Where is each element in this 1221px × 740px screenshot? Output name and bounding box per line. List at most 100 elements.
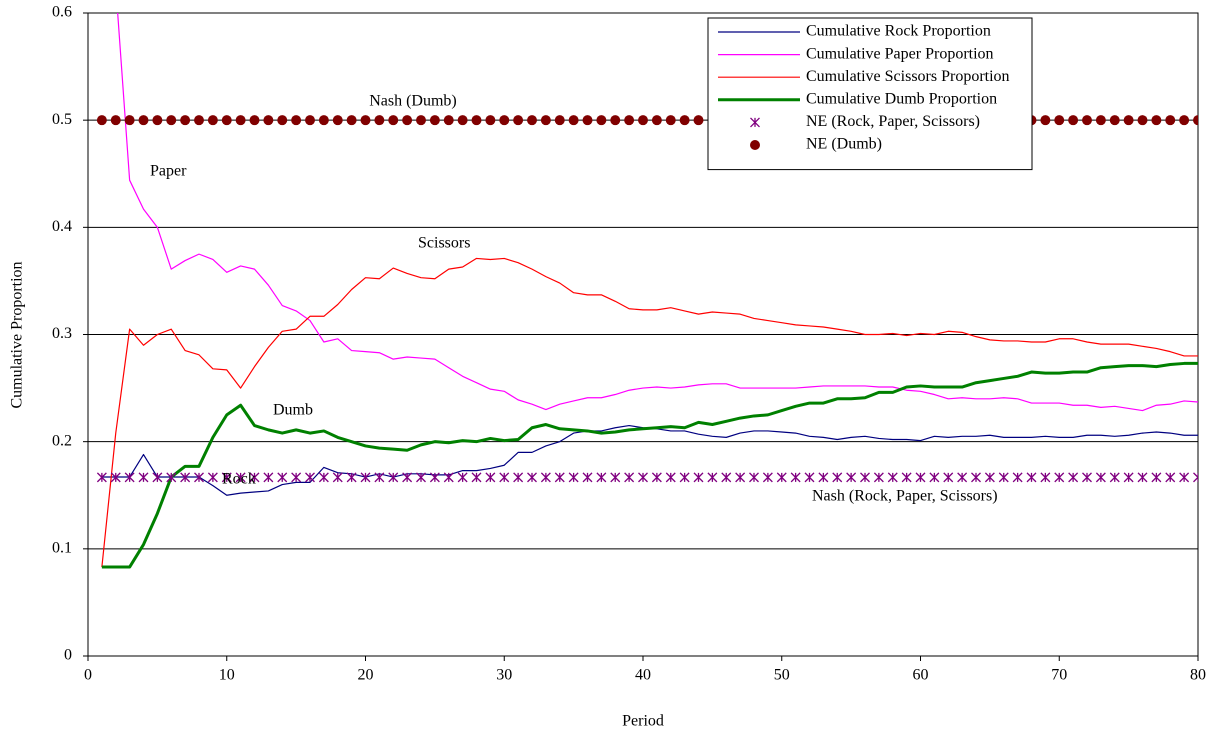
marker: [665, 472, 676, 483]
marker: [318, 472, 329, 483]
marker: [485, 115, 496, 126]
marker: [457, 472, 468, 483]
marker: [638, 472, 648, 483]
marker: [152, 115, 163, 126]
marker: [1123, 472, 1134, 483]
marker: [485, 472, 496, 483]
marker: [1068, 472, 1079, 483]
marker: [443, 115, 454, 126]
annotation: Paper: [150, 163, 187, 180]
marker: [96, 472, 107, 483]
marker: [1151, 115, 1162, 126]
marker: [582, 115, 593, 126]
marker: [1082, 472, 1092, 483]
marker: [735, 472, 746, 483]
marker: [527, 115, 537, 126]
marker: [1040, 115, 1051, 126]
marker: [110, 472, 121, 483]
marker: [249, 115, 260, 126]
legend-label: Cumulative Rock Proportion: [806, 23, 991, 40]
marker: [1137, 472, 1148, 483]
marker: [818, 472, 829, 483]
marker: [360, 472, 371, 483]
marker: [846, 472, 857, 483]
marker: [499, 472, 510, 483]
marker: [1193, 115, 1198, 126]
marker: [291, 115, 302, 126]
marker: [998, 472, 1009, 483]
y-tick-label: 0.4: [52, 218, 72, 235]
marker: [471, 115, 482, 126]
marker: [138, 115, 149, 126]
marker: [1054, 472, 1065, 483]
marker: [721, 472, 732, 483]
marker: [749, 472, 759, 483]
marker: [124, 472, 135, 483]
y-tick-label: 0.2: [52, 432, 72, 449]
marker: [166, 115, 177, 126]
marker: [693, 115, 704, 126]
marker: [1109, 115, 1120, 126]
marker: [582, 472, 593, 483]
marker: [651, 472, 662, 483]
marker: [402, 115, 413, 126]
marker: [693, 472, 704, 483]
marker: [416, 115, 426, 126]
plot-area: [87, 12, 1199, 657]
marker: [457, 115, 468, 126]
marker: [1137, 115, 1148, 126]
marker: [124, 115, 135, 126]
x-tick-label: 70: [1051, 667, 1067, 684]
marker: [624, 472, 635, 483]
marker: [679, 115, 690, 126]
marker: [1165, 115, 1176, 126]
annotation: Scissors: [418, 235, 470, 252]
legend-label: Cumulative Scissors Proportion: [806, 68, 1010, 85]
marker: [277, 115, 288, 126]
marker: [221, 472, 232, 483]
marker: [540, 115, 551, 126]
x-tick-label: 80: [1190, 667, 1206, 684]
marker: [1095, 115, 1106, 126]
x-tick-label: 60: [913, 667, 929, 684]
marker: [194, 472, 204, 483]
marker: [305, 115, 315, 126]
y-tick-label: 0.5: [52, 111, 72, 128]
x-axis-title: Period: [622, 713, 664, 730]
annotation: Dumb: [273, 402, 313, 419]
marker: [277, 472, 288, 483]
marker: [804, 472, 815, 483]
marker: [610, 115, 621, 126]
marker: [513, 115, 524, 126]
legend-label: NE (Dumb): [806, 136, 882, 153]
marker: [1179, 472, 1190, 483]
marker: [166, 472, 177, 483]
marker: [194, 115, 204, 126]
marker: [235, 115, 246, 126]
marker: [776, 472, 787, 483]
marker: [332, 472, 343, 483]
marker: [1165, 472, 1176, 483]
marker: [416, 472, 426, 483]
marker: [707, 472, 718, 483]
marker: [374, 115, 385, 126]
marker: [915, 472, 926, 483]
marker: [388, 115, 399, 126]
marker: [568, 472, 579, 483]
marker: [638, 115, 648, 126]
marker: [596, 472, 607, 483]
marker: [443, 472, 454, 483]
marker: [957, 472, 968, 483]
x-tick-label: 50: [774, 667, 790, 684]
marker: [374, 472, 385, 483]
x-tick-label: 0: [84, 667, 92, 684]
marker: [180, 472, 191, 483]
series-line: [101, 257, 1198, 568]
marker: [1082, 115, 1092, 126]
marker: [624, 115, 635, 126]
x-tick-label: 40: [635, 667, 651, 684]
marker: [887, 472, 898, 483]
marker: [152, 472, 163, 483]
marker: [762, 472, 773, 483]
marker: [263, 115, 274, 126]
